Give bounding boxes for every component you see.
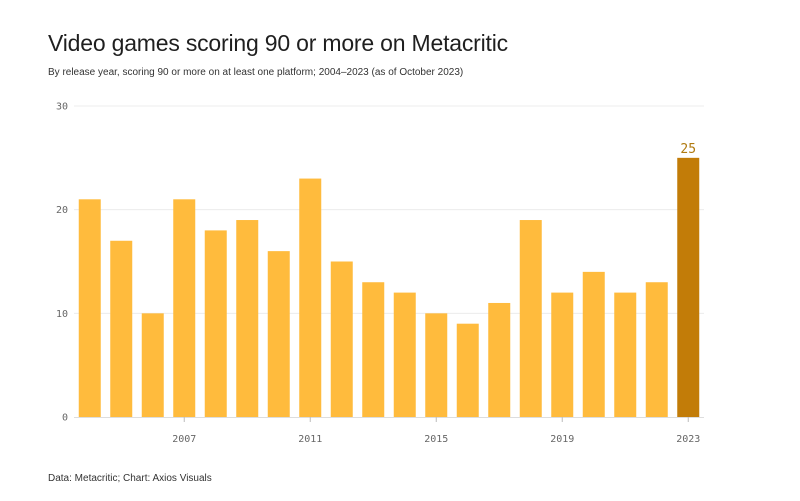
bar-2022 bbox=[645, 282, 668, 417]
bar-2009 bbox=[236, 220, 259, 417]
bar-2016 bbox=[456, 323, 479, 417]
bar-2010 bbox=[267, 251, 290, 417]
y-tick-label-10: 10 bbox=[56, 309, 68, 320]
bar-2007 bbox=[173, 199, 196, 417]
y-tick-label-0: 0 bbox=[62, 413, 68, 424]
bar-2012 bbox=[330, 261, 353, 417]
bar-2023 bbox=[677, 157, 700, 418]
y-tick-label-30: 30 bbox=[56, 102, 68, 113]
x-tick-label-2015: 2015 bbox=[424, 434, 448, 445]
bar-2004 bbox=[78, 199, 101, 417]
source-note: Data: Metacritic; Chart: Axios Visuals bbox=[48, 473, 212, 484]
bar-2018 bbox=[519, 220, 542, 417]
bar-2006 bbox=[141, 313, 164, 417]
bar-2008 bbox=[204, 230, 227, 417]
y-tick-label-20: 20 bbox=[56, 205, 68, 216]
bar-2011 bbox=[299, 178, 322, 417]
x-tick-label-2023: 2023 bbox=[676, 434, 700, 445]
bar-2021 bbox=[614, 292, 637, 417]
x-tick-label-2019: 2019 bbox=[550, 434, 574, 445]
bar-2017 bbox=[488, 302, 511, 417]
chart-subtitle: By release year, scoring 90 or more on a… bbox=[48, 67, 464, 78]
bar-2013 bbox=[362, 282, 385, 417]
bar-2020 bbox=[582, 271, 605, 417]
x-tick-label-2011: 2011 bbox=[298, 434, 322, 445]
bar-2014 bbox=[393, 292, 416, 417]
data-label-2023: 25 bbox=[680, 142, 696, 157]
bar-2015 bbox=[425, 313, 448, 417]
chart-title: Video games scoring 90 or more on Metacr… bbox=[48, 30, 508, 56]
bar-2005 bbox=[110, 240, 133, 417]
x-tick-label-2007: 2007 bbox=[172, 434, 196, 445]
bar-2019 bbox=[551, 292, 574, 417]
